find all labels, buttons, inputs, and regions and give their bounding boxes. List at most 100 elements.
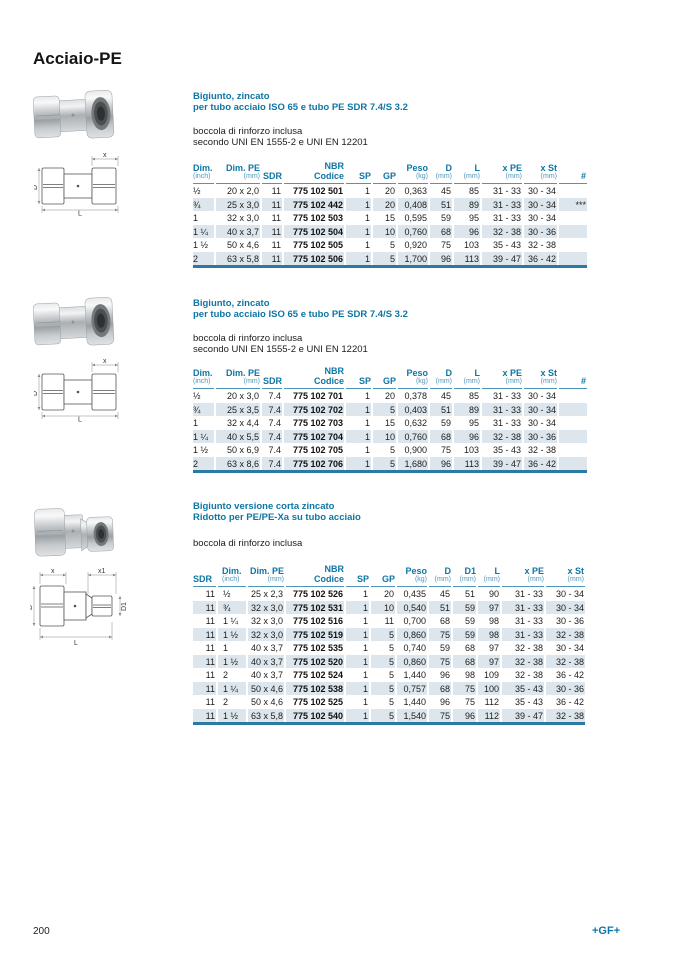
cell: 1: [344, 211, 372, 225]
cell: 31 - 33: [500, 627, 545, 641]
column-header: D (mm): [435, 367, 452, 385]
cell: 775 102 535: [284, 641, 345, 655]
cell: 40 x 3,7: [246, 654, 285, 668]
cell: 0,408: [396, 197, 429, 211]
cell: 30 - 36: [522, 429, 558, 443]
cell: [557, 456, 587, 472]
cell: 30 - 34: [522, 197, 558, 211]
product-photo: [33, 502, 115, 567]
cell: 20: [371, 183, 397, 198]
cell: 20: [371, 388, 397, 403]
cell: 75: [427, 708, 452, 724]
table-row: ½ 20 x 2,0 11 775 102 501 1 20 0,363 45 85 31 - 3…: [193, 183, 587, 198]
cell: 10: [371, 429, 397, 443]
column-header: SDR: [262, 171, 282, 181]
cell: 1: [344, 251, 372, 267]
header-row: SDR Dim. (inch) Dim. PE (mm) NBR Codice SP GP Pes…: [193, 564, 585, 587]
cell: 1: [344, 224, 372, 238]
cell: 1: [193, 418, 199, 428]
cell: 96: [451, 708, 477, 724]
cell: 30 - 34: [522, 388, 558, 403]
svg-text:x: x: [51, 568, 55, 575]
cell: 75: [428, 238, 453, 252]
column-header: x St (mm): [567, 565, 584, 583]
cell: 7.4: [260, 416, 283, 430]
cell: 775 102 503: [282, 211, 345, 225]
cell: 1: [344, 416, 372, 430]
cell: 1 ¼: [193, 224, 215, 238]
cell: ¾: [216, 600, 247, 614]
cell: 68: [427, 614, 452, 628]
cell: 113: [452, 251, 481, 267]
heading-line2: per tubo acciaio ISO 65 e tubo PE SDR 7.…: [193, 102, 408, 113]
cell: 51: [451, 586, 477, 601]
cell: 1 ½: [193, 240, 209, 250]
cell: 11: [205, 643, 215, 653]
cell: 20 x 2,0: [214, 183, 261, 198]
cell: 775 102 701: [282, 388, 345, 403]
cell: 0,860: [395, 627, 428, 641]
cell: 0,760: [396, 224, 429, 238]
cell: 775 102 520: [284, 654, 345, 668]
cell: 32 - 38: [522, 443, 558, 457]
cell: 1: [344, 402, 372, 416]
cell: 32 - 38: [500, 654, 545, 668]
table-row: 11 2 40 x 3,7 775 102 524 1 5 1,440 96 98 109 32 -…: [193, 668, 585, 682]
cell: [557, 251, 587, 267]
cell: 103: [452, 238, 481, 252]
svg-text:L: L: [78, 211, 82, 217]
column-header: SP: [358, 376, 371, 386]
heading-line1: Bigiunto, zincato: [193, 91, 270, 102]
section-note: boccola di rinforzo inclusa secondo UNI …: [193, 126, 587, 148]
cell: 11: [205, 697, 215, 707]
cell: 109: [476, 668, 501, 682]
table-row: 1 ¼ 40 x 3,7 11 775 102 504 1 10 0,760 68 96 32 -…: [193, 224, 587, 238]
cell: 5: [369, 654, 396, 668]
table-row: 11 ½ 25 x 2,3 775 102 526 1 20 0,435 45 51 90 31 -…: [193, 586, 585, 601]
column-header: Dim. (inch): [193, 367, 213, 385]
cell: 63 x 5,8: [214, 251, 261, 267]
column-header: NBR Codice: [313, 161, 344, 181]
column-header: GP: [382, 376, 396, 386]
cell: 2: [193, 456, 215, 472]
cell: 5: [371, 238, 397, 252]
cell: 31 - 33: [480, 416, 523, 430]
cell: 31 - 33: [480, 183, 523, 198]
cell: 1 ½: [216, 708, 247, 724]
cell: 5: [371, 456, 397, 472]
cell: 30 - 36: [544, 614, 585, 628]
cell: 32 - 38: [480, 429, 523, 443]
cell: 32 - 38: [544, 708, 585, 724]
cell: 5: [371, 443, 397, 457]
cell: 68: [427, 681, 452, 695]
cell: 1: [216, 641, 247, 655]
cell: 63 x 5,8: [246, 708, 285, 724]
cell: 1: [344, 197, 372, 211]
cell: 1: [344, 668, 370, 682]
note-line1: boccola di rinforzo inclusa: [193, 538, 303, 549]
cell: 32 - 38: [500, 641, 545, 655]
cell: 35 - 43: [500, 695, 545, 709]
column-header: #: [580, 171, 586, 181]
svg-text:x1: x1: [98, 568, 106, 575]
cell: 0,900: [396, 443, 429, 457]
cell: 32 x 3,0: [214, 211, 261, 225]
section-heading: Bigiunto, zincato per tubo acciaio ISO 6…: [193, 298, 587, 320]
column-header: Dim. PE (mm): [249, 565, 284, 583]
cell: 50 x 4,6: [246, 681, 285, 695]
table-row: 11 1 ¼ 50 x 4,6 775 102 538 1 5 0,757 68 75 100 35…: [193, 681, 585, 695]
gf-logo: +GF+: [592, 925, 621, 937]
table-row: 2 63 x 8,6 7.4 775 102 706 1 5 1,680 96 113 39 - …: [193, 456, 587, 472]
cell: ½: [193, 391, 201, 401]
cell: [557, 429, 587, 443]
cell: 45: [428, 183, 453, 198]
column-header: Dim. PE (mm): [225, 367, 260, 385]
cell: 0,757: [395, 681, 428, 695]
cell: 7.4: [260, 388, 283, 403]
technical-drawing: x D L: [32, 356, 126, 427]
cell: 1: [344, 456, 372, 472]
cell: 39 - 47: [500, 708, 545, 724]
svg-text:x: x: [103, 358, 107, 365]
cell: [557, 402, 587, 416]
cell: 2: [216, 668, 247, 682]
